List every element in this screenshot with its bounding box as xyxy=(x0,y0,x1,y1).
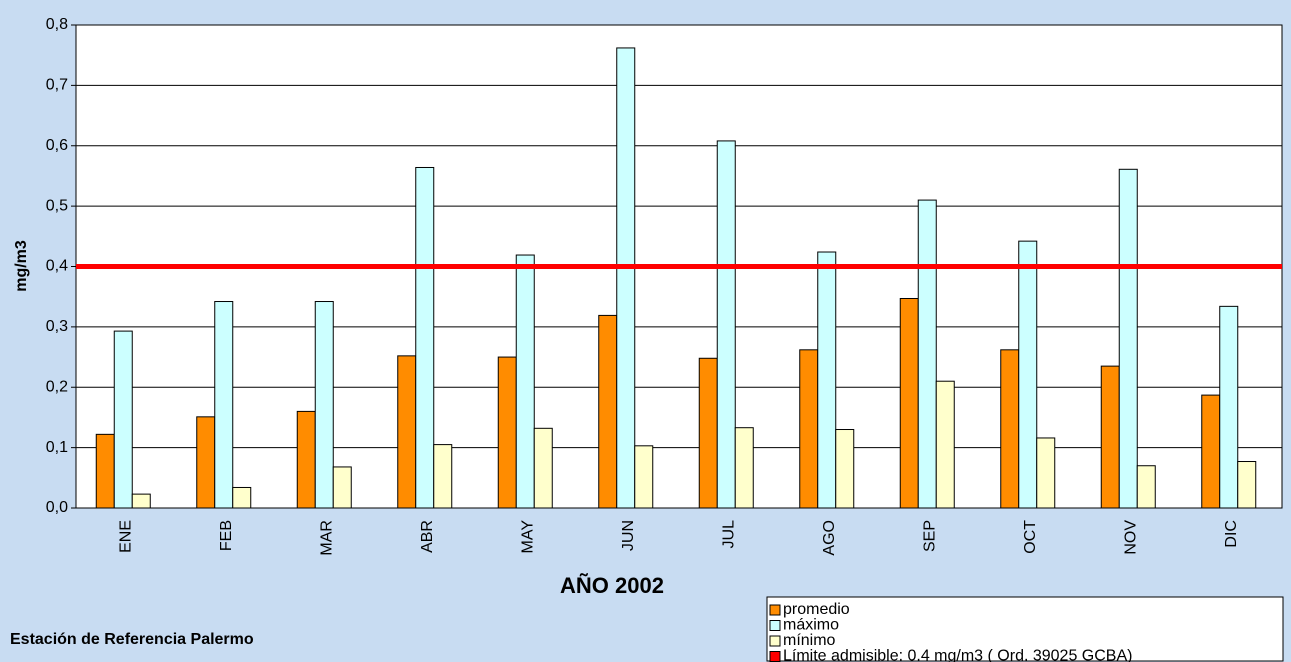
bar xyxy=(634,445,654,509)
footer: Estación de Referencia Palermo xyxy=(10,631,254,648)
y-tick-label: 0,4 xyxy=(46,258,68,275)
legend-label: mínimo xyxy=(783,632,836,649)
legend-swatch xyxy=(769,604,781,616)
legend-label: Límite admisible: 0.4 mg/m3 ( Ord. 39025… xyxy=(783,648,1132,662)
x-tick-label: DIC xyxy=(1223,520,1240,548)
y-tick-label: 0,1 xyxy=(46,439,68,456)
bar xyxy=(214,301,234,509)
x-tick-label: ABR xyxy=(419,520,436,553)
bar xyxy=(1036,437,1056,509)
x-tick-label: AGO xyxy=(821,520,838,556)
legend xyxy=(766,596,1284,662)
y-tick-label: 0,6 xyxy=(46,137,68,154)
x-tick-label: FEB xyxy=(218,520,235,551)
bar xyxy=(1219,305,1239,509)
bar xyxy=(515,254,535,509)
bar xyxy=(835,429,855,509)
bar xyxy=(616,47,636,509)
bar xyxy=(497,356,517,509)
legend-label: promedio xyxy=(783,601,850,618)
y-tick-label: 0,3 xyxy=(46,318,68,335)
y-tick-label: 0,7 xyxy=(46,77,68,94)
bar xyxy=(1000,349,1020,509)
x-tick-label: MAR xyxy=(318,520,335,556)
bar xyxy=(1201,394,1221,509)
y-tick-label: 0,0 xyxy=(46,499,68,516)
bar xyxy=(113,330,133,509)
bar xyxy=(332,466,352,509)
bar xyxy=(131,493,151,509)
bar xyxy=(415,166,435,509)
bar xyxy=(433,444,453,509)
y-axis-label: mg/m3 xyxy=(13,240,30,292)
bar xyxy=(1237,461,1257,509)
bar xyxy=(734,427,754,509)
legend-swatch xyxy=(769,651,781,662)
x-tick-label: JUL xyxy=(720,520,737,549)
y-tick-label: 0,8 xyxy=(46,16,68,33)
legend-label: máximo xyxy=(783,617,839,634)
bar xyxy=(296,410,316,509)
x-tick-label: MAY xyxy=(519,520,536,554)
bar xyxy=(1100,365,1120,509)
bar xyxy=(95,433,115,509)
x-tick-label: OCT xyxy=(1022,520,1039,554)
bar xyxy=(1018,240,1038,509)
bar xyxy=(196,416,216,509)
x-tick-label: ENE xyxy=(117,520,134,553)
bar xyxy=(314,301,334,509)
bar xyxy=(799,349,819,509)
legend-swatch xyxy=(769,620,781,631)
bar xyxy=(917,199,937,509)
bar xyxy=(598,314,618,509)
bar xyxy=(716,140,736,509)
bar xyxy=(397,355,417,509)
bar xyxy=(232,486,252,509)
x-tick-label: NOV xyxy=(1122,520,1139,555)
y-tick-label: 0,2 xyxy=(46,378,68,395)
bar xyxy=(817,251,837,509)
bar xyxy=(899,297,919,509)
legend-swatch xyxy=(769,635,781,647)
y-tick-label: 0,5 xyxy=(46,197,68,214)
bar xyxy=(935,380,955,509)
x-tick-label: JUN xyxy=(620,520,637,551)
x-axis-label: AÑO 2002 xyxy=(560,573,664,598)
bar xyxy=(1136,465,1156,509)
bar xyxy=(1118,168,1138,509)
x-tick-label: SEP xyxy=(921,520,938,552)
bar xyxy=(698,357,718,509)
bar xyxy=(533,427,553,509)
